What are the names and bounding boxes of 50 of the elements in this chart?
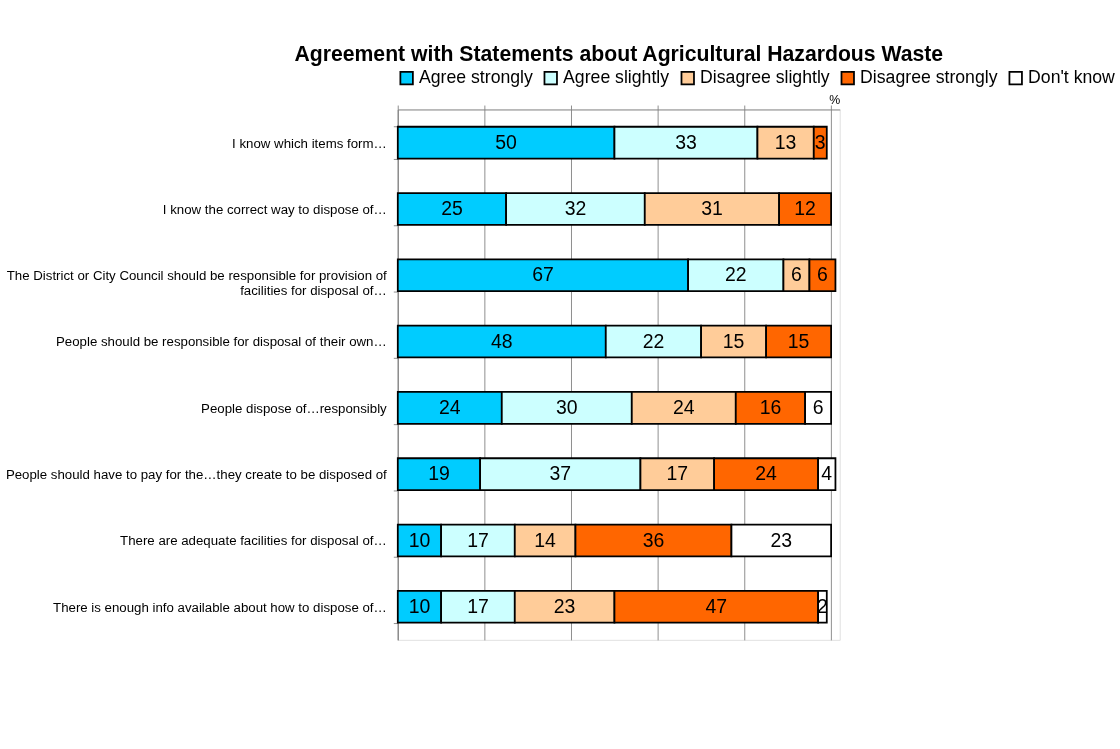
data-label: 48 (490, 329, 513, 352)
data-label: 31 (701, 197, 723, 220)
data-label: 10 (408, 594, 431, 617)
chart-title: Agreement with Statements about Agricultural Hazardous Waste (294, 41, 944, 66)
y-tick-label: The District or City Council should be responsible for provision of facilities for disposal of… (6, 268, 388, 299)
y-tick-label: I know which items form… (232, 135, 387, 151)
data-label: 13 (774, 130, 797, 153)
data-label: 47 (705, 594, 728, 617)
data-label: 17 (666, 462, 689, 485)
data-label: 22 (724, 263, 747, 286)
data-label: 67 (532, 263, 554, 286)
data-label: 37 (549, 462, 572, 485)
x-axis-title: % (829, 92, 841, 107)
y-tick-label: There is enough info available about how to dispose of… (53, 599, 387, 615)
data-label: 23 (770, 528, 793, 551)
data-label: 50 (495, 130, 518, 153)
data-label: 22 (642, 329, 665, 352)
data-label: 25 (441, 197, 463, 220)
data-label: 15 (722, 329, 745, 352)
legend-label: Agree strongly (419, 67, 534, 88)
legend-label: Agree slightly (563, 67, 670, 88)
data-label: 33 (675, 130, 697, 153)
data-label: 10 (408, 528, 431, 551)
data-label: 6 (817, 263, 828, 286)
data-label: 24 (672, 396, 695, 419)
data-label: 17 (467, 594, 489, 617)
y-tick-label: People should have to pay for the…they create to be disposed of (5, 467, 388, 483)
y-tick-label: People should be responsible for disposal of their own… (56, 334, 387, 350)
y-tick-label: I know the correct way to dispose of… (162, 201, 387, 217)
data-label: 19 (428, 462, 450, 485)
data-label: 15 (787, 329, 810, 352)
data-label: 14 (534, 528, 557, 551)
legend-label: Don't know (1028, 67, 1116, 88)
y-tick-label: There are adequate facilities for disposal of… (120, 533, 387, 549)
data-label: 16 (759, 396, 782, 419)
data-label: 24 (438, 396, 461, 419)
data-label: 4 (821, 462, 833, 485)
data-label: 12 (794, 197, 816, 220)
data-label: 23 (553, 594, 576, 617)
data-label: 3 (814, 130, 826, 153)
data-label: 30 (555, 396, 578, 419)
data-label: 6 (791, 263, 802, 286)
data-label: 17 (467, 528, 489, 551)
data-label: 6 (812, 396, 824, 419)
legend-label: Disagree strongly (860, 67, 998, 88)
y-tick-label: People dispose of…responsibly (201, 400, 388, 416)
legend-label: Disagree slightly (700, 67, 830, 88)
data-label: 32 (564, 197, 587, 220)
data-label: 36 (642, 528, 665, 551)
data-label: 24 (755, 462, 778, 485)
